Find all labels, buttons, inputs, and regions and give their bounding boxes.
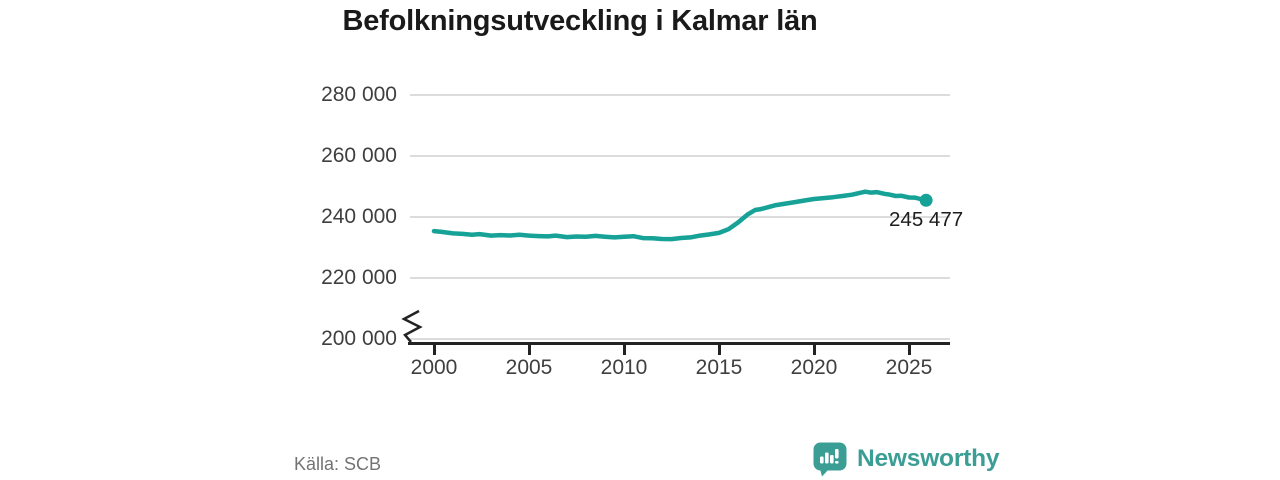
latest-point-marker <box>919 193 933 207</box>
x-axis-tick <box>907 345 911 355</box>
x-axis-tick-label: 2000 <box>410 356 458 379</box>
x-axis-tick-label: 2010 <box>600 356 648 379</box>
y-axis-tick-label: 200 000 <box>321 327 397 350</box>
gridline <box>410 94 950 96</box>
y-axis-tick-label: 220 000 <box>321 266 397 289</box>
source-label: Källa: SCB <box>294 454 382 474</box>
gridline <box>410 155 950 157</box>
newsworthy-wordmark: Newsworthy <box>857 445 1000 472</box>
y-axis-tick-label: 280 000 <box>321 83 397 106</box>
newsworthy-speech-bubble-chart-icon <box>813 442 847 477</box>
x-axis-tick <box>432 345 436 355</box>
x-axis-tick-label: 2015 <box>695 356 743 379</box>
x-axis-line <box>408 342 950 345</box>
x-axis-tick-label: 2025 <box>885 356 933 379</box>
x-axis-tick <box>622 345 626 355</box>
chart-title: Befolkningsutveckling i Kalmar län <box>342 5 818 37</box>
gridline <box>410 277 950 279</box>
x-axis-tick-label: 2020 <box>790 356 838 379</box>
latest-value-label: 245 477 <box>889 208 964 232</box>
x-axis-tick-label: 2005 <box>505 356 553 379</box>
y-axis-tick-label: 240 000 <box>321 205 397 228</box>
x-axis-tick <box>717 345 721 355</box>
gridline <box>410 338 950 340</box>
x-axis-tick <box>812 345 816 355</box>
newsworthy-logo: Newsworthy <box>812 441 1000 477</box>
y-axis-tick-label: 260 000 <box>321 144 397 167</box>
x-axis-tick <box>527 345 531 355</box>
